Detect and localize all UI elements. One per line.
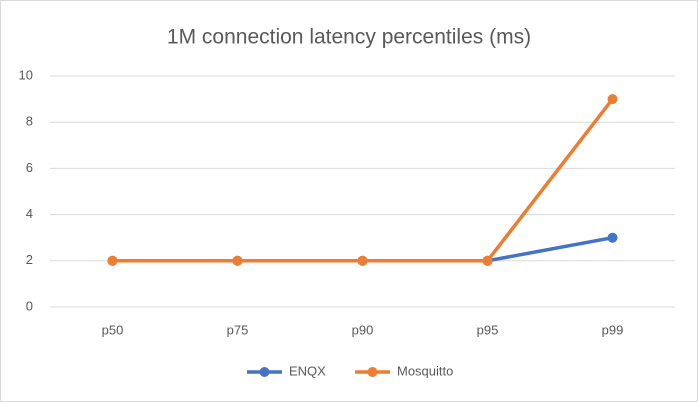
legend-marker (367, 367, 378, 377)
y-tick-label: 4 (26, 206, 33, 221)
chart-title: 1M connection latency percentiles (ms) (167, 26, 531, 49)
data-point (607, 94, 618, 105)
legend-label: ENQX (289, 363, 326, 378)
y-tick-label: 10 (19, 67, 33, 82)
x-tick-label: p95 (477, 322, 499, 337)
data-point (107, 255, 118, 266)
y-tick-label: 6 (26, 160, 33, 175)
x-tick-label: p99 (602, 322, 624, 337)
data-point (607, 232, 618, 243)
y-tick-label: 2 (26, 252, 33, 267)
data-point (357, 255, 368, 266)
y-tick-label: 8 (26, 114, 33, 129)
x-tick-label: p90 (352, 322, 374, 337)
legend-marker (259, 367, 270, 377)
data-point (482, 255, 493, 266)
x-tick-label: p75 (227, 322, 249, 337)
y-tick-label: 0 (26, 298, 33, 313)
data-point (232, 255, 243, 266)
x-tick-label: p50 (102, 322, 124, 337)
legend-label: Mosquitto (397, 363, 453, 378)
